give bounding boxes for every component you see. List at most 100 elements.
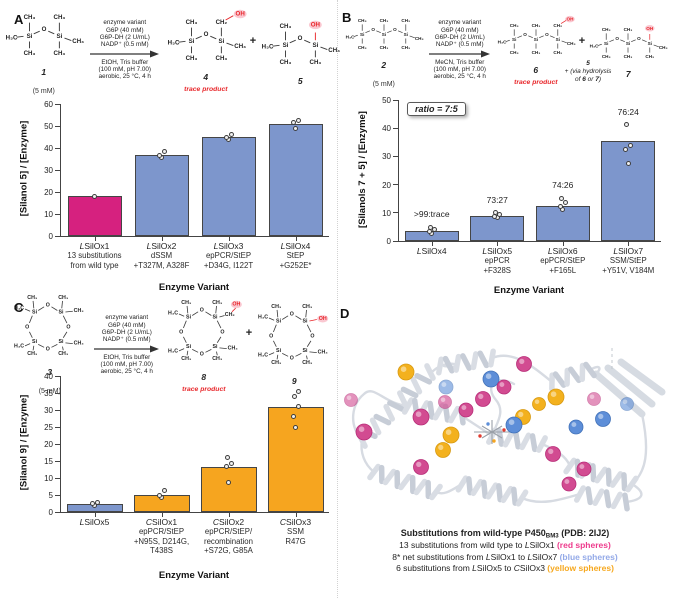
data-point	[228, 132, 234, 138]
y-tick	[393, 184, 399, 186]
y-tick-label: 0	[48, 508, 53, 517]
panel-a-label: A	[14, 12, 24, 27]
category-label: LSilOx5	[61, 517, 128, 527]
category-sublabel: 13 substitutions	[67, 251, 122, 261]
data-point	[94, 499, 100, 505]
category-sublabel: +D34G, I122T	[203, 260, 254, 270]
data-point	[493, 210, 499, 216]
category-label: CSilOx3 SSM R47G	[262, 517, 329, 546]
svg-text:H₃C: H₃C	[258, 314, 268, 320]
reaction-arrow-icon	[89, 50, 159, 58]
x-axis-title: Enzyme Variant	[493, 285, 565, 296]
data-point	[293, 126, 298, 132]
svg-text:O: O	[200, 307, 204, 313]
svg-text:CH₃: CH₃	[53, 50, 65, 57]
svg-text:CH₃: CH₃	[646, 54, 655, 59]
category-sublabel: +S72G, G85A	[204, 545, 253, 555]
svg-text:CH₃: CH₃	[27, 295, 38, 301]
svg-text:OH: OH	[319, 316, 327, 322]
category-label: LSilOx4	[399, 246, 465, 256]
svg-text:Si: Si	[26, 32, 32, 39]
reactant-2: H₃C Si CH₃ CH₃ O Si CH₃ CH₃ O Si CH₃ CH₃ CH₃ 2 (5 mM)	[344, 9, 424, 92]
svg-text:Si: Si	[303, 348, 309, 354]
x-tick	[295, 237, 297, 241]
bar-annotation: 73:27	[486, 194, 508, 205]
y-tick	[55, 409, 61, 411]
svg-text:Si: Si	[648, 41, 652, 46]
data-point	[161, 148, 167, 154]
compound-1-structure: H₃C Si CH₃ CH₃ O Si CH₃ CH₃ CH₃	[3, 2, 85, 62]
y-tick-label: 30	[44, 406, 53, 415]
svg-text:CH₃: CH₃	[23, 50, 35, 57]
protein-structure-image	[344, 348, 666, 512]
reaction-scheme-c: Si O Si O Si O Si O H₃C CH₃ CH₃ CH₃ CH₃ CH₃ H₃C CH₃ 3 (5…	[10, 294, 334, 396]
x-tick	[94, 237, 96, 241]
red-sphere	[475, 391, 491, 407]
compound-2-number: 2	[381, 59, 387, 70]
y-tick-label: 35	[44, 389, 53, 398]
svg-text:OH: OH	[566, 16, 574, 21]
svg-text:CH₃: CH₃	[212, 300, 223, 306]
panel-c-label: C	[14, 300, 24, 315]
red-sphere	[355, 423, 373, 441]
svg-text:CH₃: CH₃	[379, 45, 388, 50]
compound-2-structure: H₃C Si CH₃ CH₃ O Si CH₃ CH₃ O Si CH₃ CH₃ CH₃	[344, 9, 424, 55]
reaction-arrow-block-c: enzyme variant G6P (40 mM) G6P-DH (2 U/m…	[92, 314, 162, 375]
svg-text:O: O	[46, 302, 50, 308]
x-tick	[431, 242, 433, 246]
category-name: LSilOx1	[79, 241, 110, 251]
data-point	[226, 479, 231, 485]
category-sublabel: SSM/StEP	[609, 256, 647, 266]
reaction-scheme-a: H₃C Si CH₃ CH₃ O Si CH₃ CH₃ CH₃ 1 (5 mM) enzyme v…	[5, 4, 340, 96]
bar-LSilOx4	[268, 123, 323, 236]
svg-text:Si: Si	[626, 41, 630, 46]
compound-8-structure: Si O Si O Si O Si O H₃C CH₃ CH₃ CH₂ OH CH₃ CH₃ H₃C CH₃	[165, 297, 243, 367]
red-sphere	[344, 393, 358, 407]
data-point	[293, 424, 298, 430]
plus-sign-b: +	[578, 35, 586, 47]
y-tick-label: 30	[382, 152, 391, 162]
category-name: LSilOx3	[213, 241, 244, 251]
svg-text:CH₃: CH₃	[602, 54, 611, 59]
reactant-3: Si O Si O Si O Si O H₃C CH₃ CH₃ CH₃ CH₃ CH₃ H₃C CH₃ 3 (5…	[11, 292, 89, 399]
x-tick	[161, 513, 163, 517]
y-tick-label: 5	[48, 491, 53, 500]
y-tick	[55, 191, 61, 193]
reaction-arrow-icon	[428, 50, 490, 58]
svg-text:Si: Si	[283, 42, 289, 49]
compound-8-number: 8	[201, 371, 207, 382]
bar-CSilOx2	[200, 466, 257, 512]
svg-text:CH₃: CH₃	[72, 38, 84, 45]
x-tick	[94, 513, 96, 517]
data-point	[161, 487, 167, 493]
svg-text:O: O	[220, 329, 224, 335]
svg-text:H₃C: H₃C	[14, 343, 24, 349]
svg-text:CH₃: CH₃	[73, 308, 84, 314]
red-sphere	[561, 476, 577, 492]
y-tick	[55, 392, 61, 394]
svg-text:H₃C: H₃C	[14, 305, 24, 311]
svg-text:OH: OH	[647, 26, 655, 31]
y-tick-label: 40	[44, 144, 53, 153]
y-tick-label: 30	[44, 166, 53, 175]
svg-text:CH₃: CH₃	[212, 356, 223, 362]
red-sphere	[496, 379, 512, 395]
svg-text:CH₃: CH₃	[280, 23, 292, 30]
data-point	[560, 206, 566, 212]
bar-CSilOx3	[267, 406, 324, 512]
blue-sphere	[505, 416, 523, 434]
data-point	[295, 403, 301, 409]
y-tick	[393, 212, 399, 214]
bar-LSilOx1	[67, 196, 122, 236]
svg-text:O: O	[41, 26, 46, 33]
y-tick	[393, 240, 399, 242]
y-tick	[55, 147, 61, 149]
compound-9-number: 9	[291, 375, 297, 386]
x-axis-title: Enzyme Variant	[158, 570, 230, 581]
product-8: Si O Si O Si O Si O H₃C CH₃ CH₃ CH₂ OH CH₃ CH₃ H₃C CH₃ 8…	[165, 297, 243, 393]
svg-text:OH: OH	[311, 21, 321, 28]
svg-text:H₃C: H₃C	[168, 310, 178, 316]
compound-3-conc: (5 mM)	[38, 388, 61, 395]
category-sublabel: StEP	[286, 251, 305, 261]
svg-text:CH₃: CH₃	[234, 43, 246, 50]
